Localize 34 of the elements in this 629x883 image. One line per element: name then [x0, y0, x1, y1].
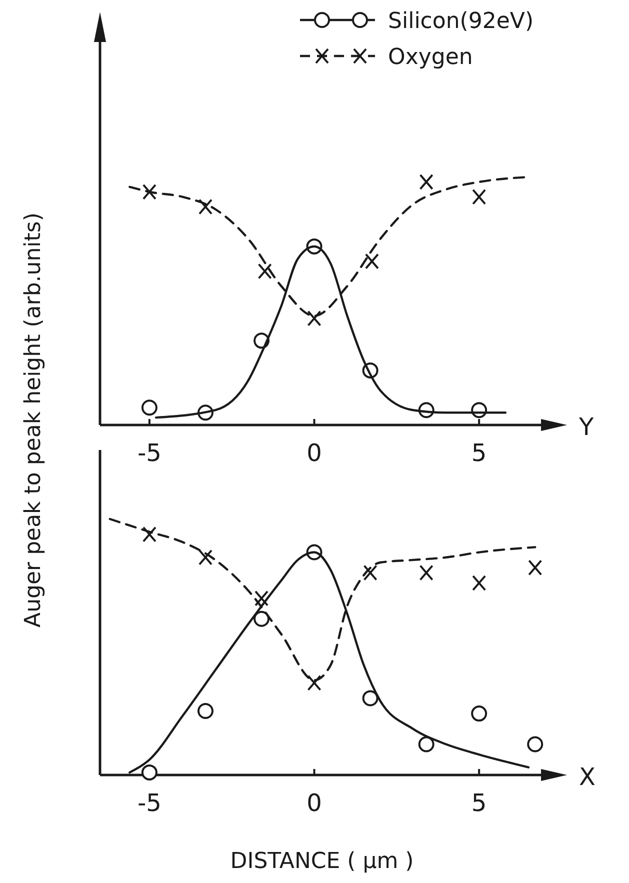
point: [363, 564, 378, 581]
x-tick-label: 5: [471, 789, 487, 817]
point: [418, 736, 434, 752]
point: [142, 184, 156, 200]
point: [198, 198, 212, 215]
point: [141, 764, 158, 780]
legend-label: Oxygen: [388, 45, 473, 70]
point: [254, 590, 269, 606]
point: [307, 310, 322, 326]
x-tick-label: 0: [306, 439, 322, 467]
text: X: [579, 763, 596, 791]
legend-label: Silicon(92eV): [388, 9, 534, 34]
point: [258, 263, 272, 280]
point: [362, 690, 378, 706]
point: [471, 706, 488, 722]
x-tick-label: -5: [137, 439, 162, 467]
point: [472, 575, 486, 591]
point: [141, 400, 158, 416]
x-axis-title: DISTANCE ( μm ): [230, 849, 414, 874]
point: [419, 564, 434, 581]
x-tick-label: 0: [306, 789, 322, 817]
point: [307, 674, 322, 691]
point: [527, 736, 544, 752]
text: Y: [578, 413, 594, 441]
point: [419, 174, 434, 190]
point: [197, 703, 214, 719]
point: [472, 188, 486, 205]
point: [528, 560, 542, 576]
point: [364, 253, 379, 270]
point: [198, 549, 212, 566]
point: [142, 526, 156, 542]
y-axis-title: Auger peak to peak height (arb.units): [21, 212, 46, 628]
x-tick-label: -5: [137, 789, 162, 817]
x-tick-label: 5: [471, 439, 487, 467]
